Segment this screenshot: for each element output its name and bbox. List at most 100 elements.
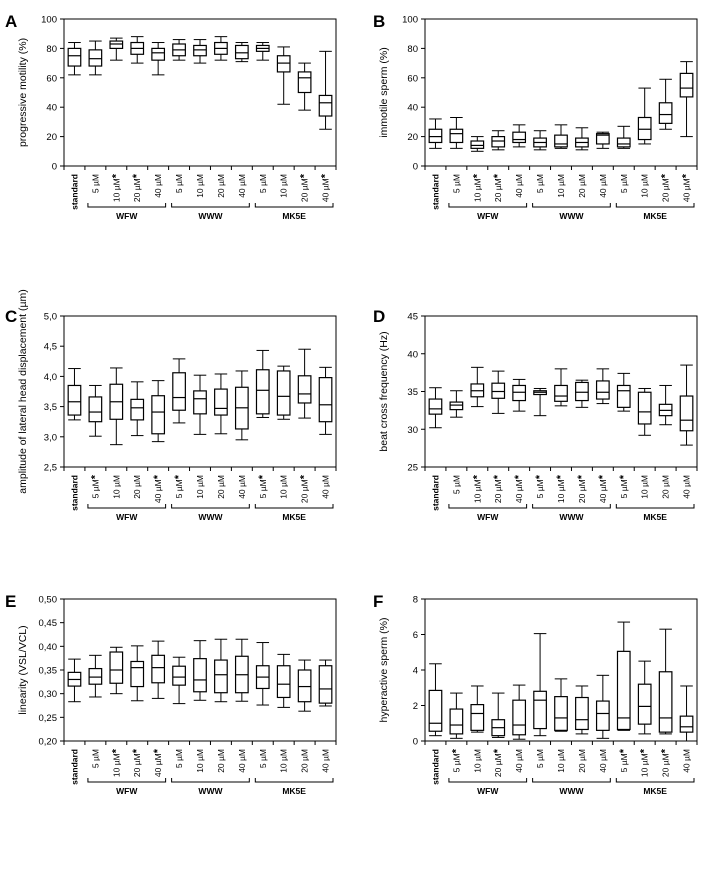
significance-star: * xyxy=(576,474,588,479)
category-label: 10 µM* xyxy=(110,173,122,202)
category-label: 20 µM xyxy=(216,174,226,198)
category-text: 10 µM xyxy=(195,749,205,773)
box-3 xyxy=(130,36,145,64)
group-label: WFW xyxy=(116,512,138,522)
category-text: 40 µM xyxy=(153,753,163,777)
box-12 xyxy=(318,366,333,435)
category-text: 40 µM xyxy=(237,749,247,773)
group-www: WWW xyxy=(532,203,611,221)
box-7 xyxy=(214,36,228,61)
group-bracket xyxy=(87,778,167,783)
box-iqr xyxy=(109,651,124,684)
category-text: standard xyxy=(430,749,440,785)
box-iqr xyxy=(679,72,694,98)
box-2 xyxy=(470,366,485,408)
category-label: 20 µM xyxy=(132,475,142,499)
box-2 xyxy=(109,646,124,695)
y-tick-label: 4 xyxy=(413,666,418,677)
group-mk5e: MK5E xyxy=(615,504,695,522)
category-text: 5 µM xyxy=(90,479,100,498)
box-12 xyxy=(318,50,333,130)
box-iqr xyxy=(679,395,694,432)
box-6 xyxy=(193,640,207,701)
box-iqr xyxy=(658,671,673,733)
box-4 xyxy=(512,378,527,412)
box-iqr xyxy=(554,384,568,402)
box-12 xyxy=(679,61,694,138)
significance-star: * xyxy=(597,474,609,479)
box-iqr xyxy=(276,665,291,699)
category-text: 20 µM xyxy=(493,753,503,777)
box-1 xyxy=(449,390,464,418)
significance-star: * xyxy=(618,748,630,753)
category-label: 5 µM* xyxy=(89,474,101,498)
category-label: 10 µM* xyxy=(639,748,651,777)
box-9 xyxy=(616,372,631,412)
category-label: 5 µM xyxy=(174,749,184,768)
category-text: 10 µM xyxy=(111,178,121,202)
box-iqr xyxy=(595,700,610,731)
group-label: WFW xyxy=(477,786,499,796)
box-8 xyxy=(595,368,610,405)
y-tick-label: 2 xyxy=(413,701,418,712)
category-label: 20 µM* xyxy=(131,173,143,202)
group-label: MK5E xyxy=(643,211,667,221)
box-iqr xyxy=(512,131,527,144)
box-6 xyxy=(554,678,568,732)
category-text: 5 µM xyxy=(174,749,184,768)
group-www: WWW xyxy=(171,778,250,796)
group-www: WWW xyxy=(171,203,250,221)
group-label: WWW xyxy=(559,512,584,522)
box-9 xyxy=(255,349,270,418)
category-text: 10 µM xyxy=(472,479,482,503)
significance-star: * xyxy=(492,173,504,178)
category-text: 10 µM xyxy=(472,749,482,773)
box-iqr xyxy=(67,47,82,67)
category-text: 20 µM xyxy=(300,749,310,773)
category-text: 40 µM xyxy=(514,174,524,198)
box-11 xyxy=(297,659,312,712)
box-7 xyxy=(214,638,228,703)
group-label: MK5E xyxy=(643,512,667,522)
category-label: 20 µM* xyxy=(660,748,672,777)
category-label: 10 µM xyxy=(640,475,650,499)
group-label: MK5E xyxy=(282,211,306,221)
category-label: 40 µM xyxy=(237,174,247,198)
box-5 xyxy=(172,656,186,705)
box-iqr xyxy=(151,654,166,684)
y-tick-label: 30 xyxy=(407,425,418,436)
y-tick-label: 20 xyxy=(46,132,57,143)
category-text: 5 µM xyxy=(90,174,100,193)
category-text: 5 µM xyxy=(535,749,545,768)
category-label: 5 µM* xyxy=(173,474,185,498)
significance-star: * xyxy=(534,474,546,479)
category-text: 5 µM xyxy=(619,753,629,772)
significance-star: * xyxy=(299,474,311,479)
category-text: 10 µM xyxy=(640,174,650,198)
y-tick-label: 4,0 xyxy=(44,372,57,383)
significance-star: * xyxy=(471,474,483,479)
significance-star: * xyxy=(618,474,630,479)
box-iqr xyxy=(491,136,506,148)
panel-b: B 0 20 40 60 80 100 immotile sperm (%) standard 5… xyxy=(373,12,698,221)
box-10 xyxy=(276,365,291,420)
category-text: 5 µM xyxy=(451,174,461,193)
box-11 xyxy=(297,348,312,419)
category-label: 10 µM xyxy=(195,749,205,773)
box-1 xyxy=(449,116,464,149)
category-label-standard: standard xyxy=(69,749,79,785)
plot-frame xyxy=(424,18,698,167)
box-10 xyxy=(637,87,652,145)
box-iqr xyxy=(318,377,333,423)
box-9 xyxy=(616,621,631,731)
significance-star: * xyxy=(299,173,311,178)
category-text: 20 µM xyxy=(577,174,587,198)
box-2 xyxy=(470,136,485,152)
y-axis-label: immotile sperm (%) xyxy=(378,47,390,137)
category-text: 40 µM xyxy=(153,479,163,503)
box-4 xyxy=(512,124,527,148)
y-tick-label: 0 xyxy=(413,737,418,748)
box-1 xyxy=(88,384,103,437)
box-10 xyxy=(637,660,652,735)
